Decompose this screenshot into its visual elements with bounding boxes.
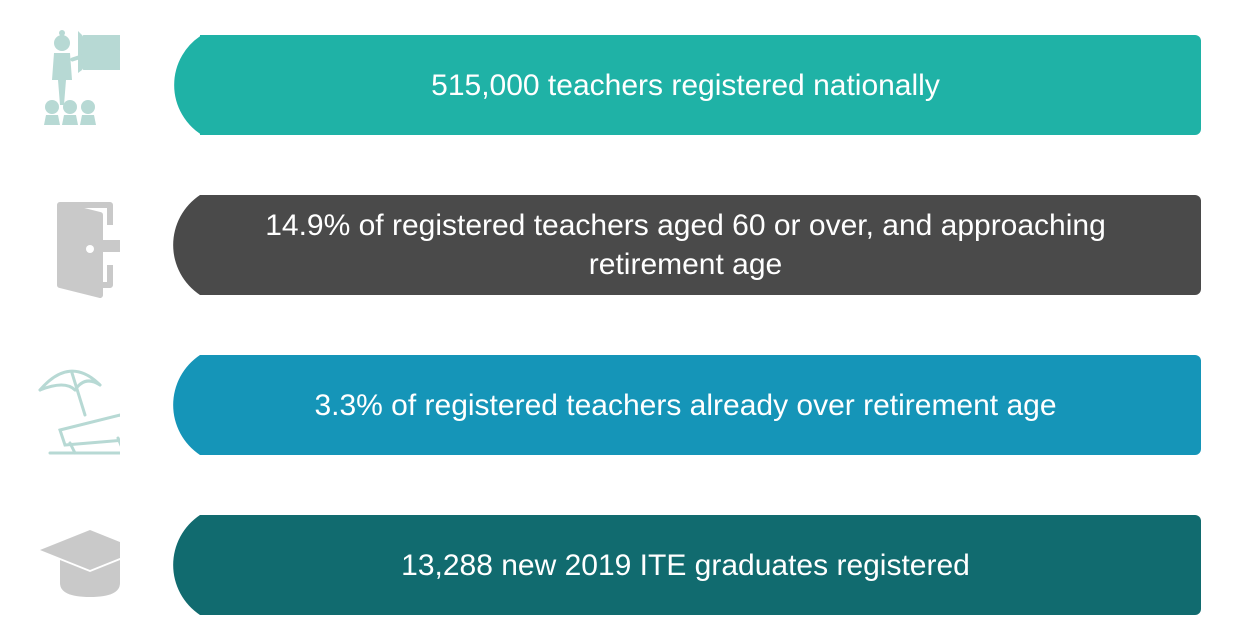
stat-row-4: 13,288 new 2019 ITE graduates registered <box>0 500 1231 630</box>
stat-row-3: 3.3% of registered teachers already over… <box>0 340 1231 470</box>
notch-3 <box>120 355 200 455</box>
notch-2 <box>120 195 200 295</box>
stat-bar-2: 14.9% of registered teachers aged 60 or … <box>160 195 1201 295</box>
stat-text-4: 13,288 new 2019 ITE graduates registered <box>160 546 1201 585</box>
stat-bar-4: 13,288 new 2019 ITE graduates registered <box>160 515 1201 615</box>
stat-row-1: 515,000 teachers registered nationally <box>0 20 1231 150</box>
notch-4 <box>120 515 200 615</box>
stat-text-1: 515,000 teachers registered nationally <box>160 66 1201 105</box>
stat-bar-3: 3.3% of registered teachers already over… <box>160 355 1201 455</box>
stat-text-3: 3.3% of registered teachers already over… <box>160 386 1201 425</box>
stat-row-2: 14.9% of registered teachers aged 60 or … <box>0 180 1231 310</box>
notch-1 <box>120 35 200 135</box>
stat-bar-1: 515,000 teachers registered nationally <box>160 35 1201 135</box>
stat-text-2: 14.9% of registered teachers aged 60 or … <box>160 206 1201 284</box>
